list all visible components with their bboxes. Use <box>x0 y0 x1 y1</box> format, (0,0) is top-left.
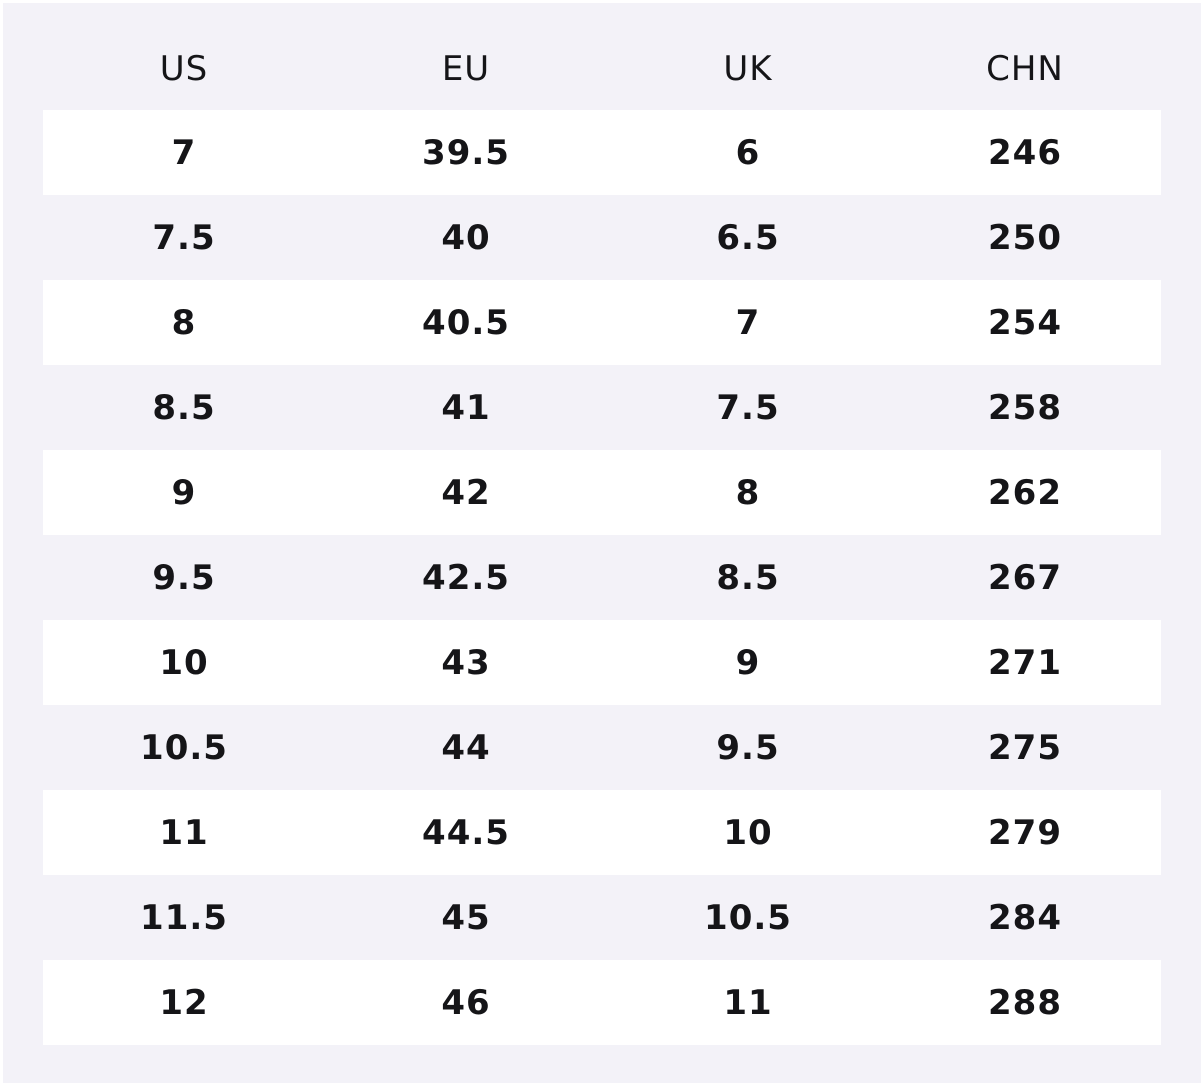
table-row: 8 40.5 7 254 <box>43 280 1161 365</box>
header-row: US EU UK CHN <box>43 28 1161 110</box>
header-cell: UK <box>723 49 773 89</box>
table-cell: 9.5 <box>716 727 780 768</box>
table-cell: 10 <box>723 812 773 853</box>
header-cell: US <box>159 49 209 89</box>
table-row: 9 42 8 262 <box>43 450 1161 535</box>
table-cell: 10.5 <box>140 727 228 768</box>
table-cell: 8 <box>735 472 761 513</box>
table-cell: 44.5 <box>422 812 510 853</box>
table-cell: 7 <box>735 302 761 343</box>
table-cell: 42 <box>441 472 491 513</box>
table-cell: 43 <box>441 642 491 683</box>
table-row: 7.5 40 6.5 250 <box>43 195 1161 280</box>
table-cell: 8.5 <box>716 557 780 598</box>
header-cell: EU <box>441 49 491 89</box>
header-cell: CHN <box>986 49 1064 89</box>
table-cell: 39.5 <box>422 132 510 173</box>
table-cell: 258 <box>988 387 1062 428</box>
table-cell: 11.5 <box>140 897 228 938</box>
table-row: 9.5 42.5 8.5 267 <box>43 535 1161 620</box>
table-row: 7 39.5 6 246 <box>43 110 1161 195</box>
table-cell: 262 <box>988 472 1062 513</box>
table-cell: 9 <box>735 642 761 683</box>
table-cell: 6 <box>735 132 761 173</box>
table-cell: 40.5 <box>422 302 510 343</box>
table-cell: 8 <box>171 302 197 343</box>
table-cell: 40 <box>441 217 491 258</box>
size-chart-panel: US EU UK CHN 7 39.5 6 246 7.5 40 6.5 250 8 40.5 7 254 8.… <box>3 3 1201 1083</box>
table-cell: 12 <box>159 982 209 1023</box>
table-cell: 9 <box>171 472 197 513</box>
table-cell: 44 <box>441 727 491 768</box>
table-cell: 11 <box>159 812 209 853</box>
table-cell: 246 <box>988 132 1062 173</box>
table-cell: 41 <box>441 387 491 428</box>
table-cell: 284 <box>988 897 1062 938</box>
table-cell: 9.5 <box>152 557 216 598</box>
table-row: 11 44.5 10 279 <box>43 790 1161 875</box>
table-cell: 6.5 <box>716 217 780 258</box>
table-row: 8.5 41 7.5 258 <box>43 365 1161 450</box>
table-cell: 279 <box>988 812 1062 853</box>
table-cell: 271 <box>988 642 1062 683</box>
table-cell: 45 <box>441 897 491 938</box>
table-cell: 42.5 <box>422 557 510 598</box>
table-cell: 10.5 <box>704 897 792 938</box>
table-cell: 275 <box>988 727 1062 768</box>
table-row: 10.5 44 9.5 275 <box>43 705 1161 790</box>
table-cell: 7.5 <box>716 387 780 428</box>
table-cell: 46 <box>441 982 491 1023</box>
table-cell: 8.5 <box>152 387 216 428</box>
table-cell: 288 <box>988 982 1062 1023</box>
table-cell: 7.5 <box>152 217 216 258</box>
table-row: 12 46 11 288 <box>43 960 1161 1045</box>
table-cell: 254 <box>988 302 1062 343</box>
table-row: 10 43 9 271 <box>43 620 1161 705</box>
table-row: 11.5 45 10.5 284 <box>43 875 1161 960</box>
table-cell: 10 <box>159 642 209 683</box>
table-cell: 7 <box>171 132 197 173</box>
table-cell: 267 <box>988 557 1062 598</box>
size-table: US EU UK CHN 7 39.5 6 246 7.5 40 6.5 250 8 40.5 7 254 8.… <box>43 28 1161 1045</box>
table-cell: 250 <box>988 217 1062 258</box>
table-cell: 11 <box>723 982 773 1023</box>
